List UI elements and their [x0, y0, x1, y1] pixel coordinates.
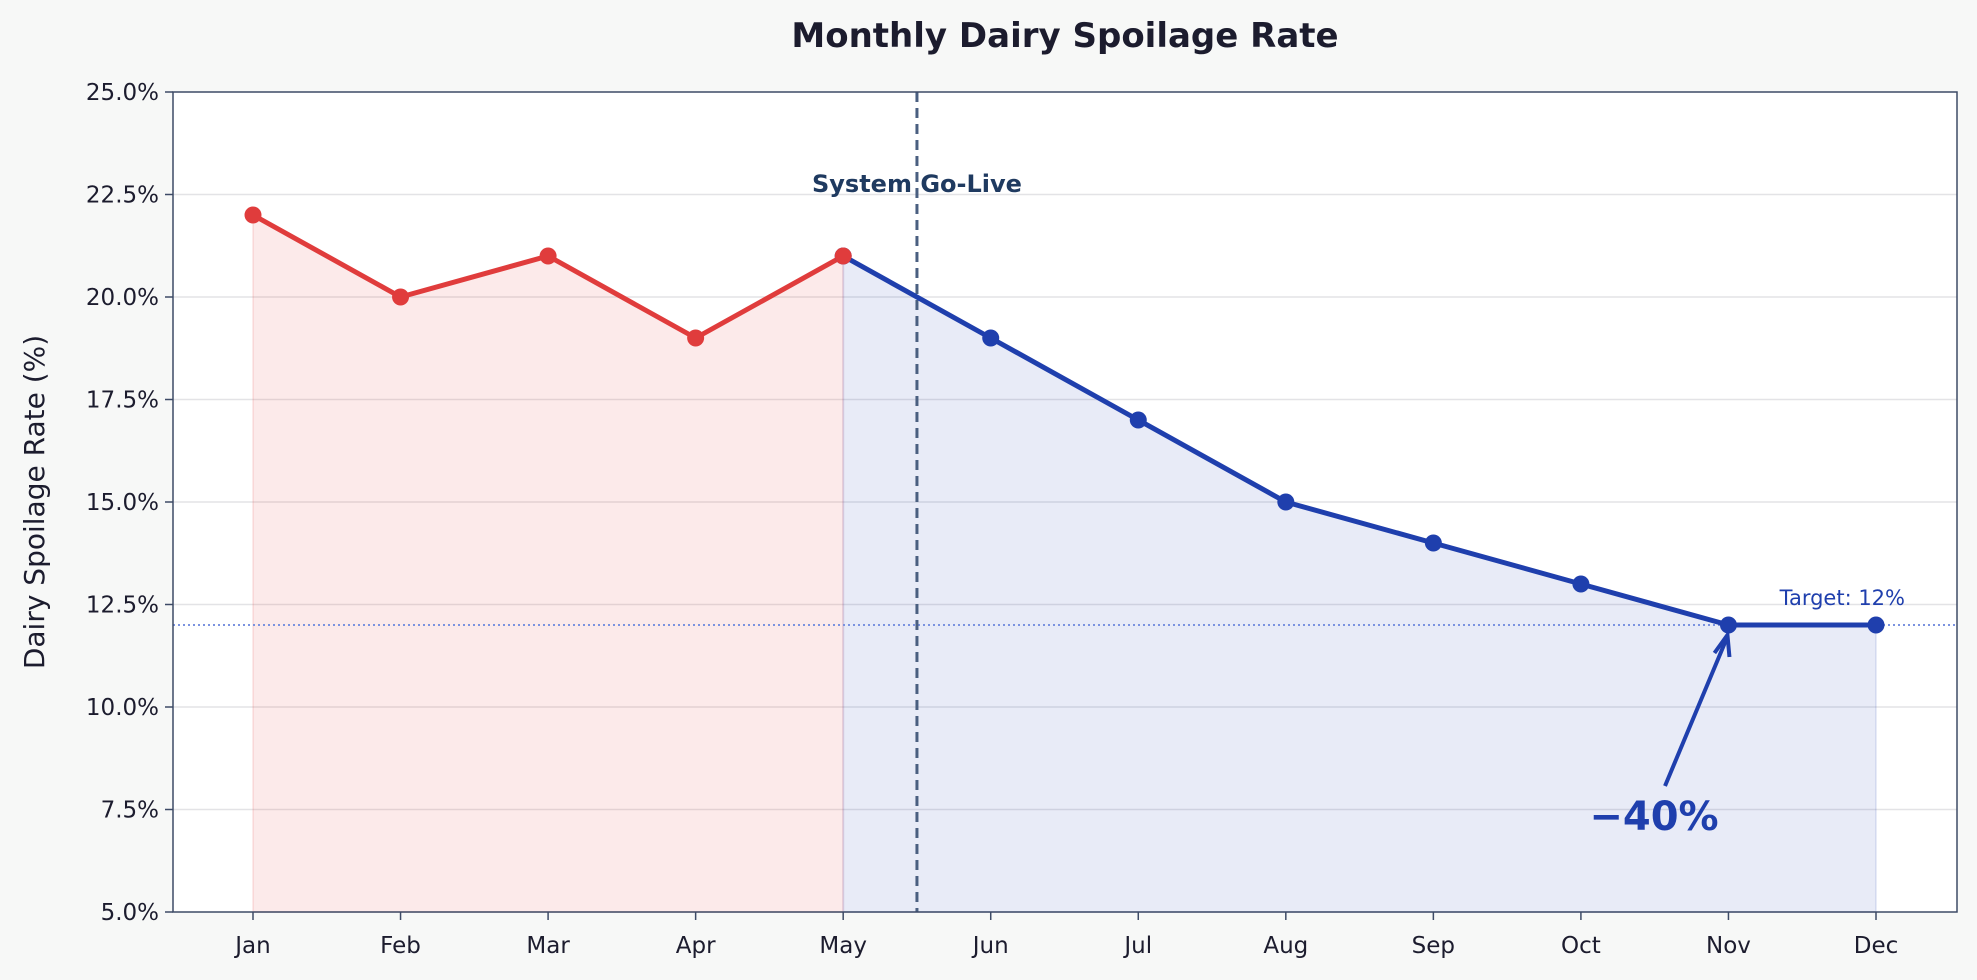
data-point-apr [687, 329, 705, 347]
data-point-jan [244, 206, 262, 224]
y-tick-label: 15.0% [86, 490, 159, 516]
y-tick-label: 7.5% [101, 798, 159, 824]
arrow-head [1712, 629, 1732, 658]
y-tick-label: 12.5% [86, 593, 159, 619]
y-axis-label: Dairy Spoilage Rate (%) [18, 335, 51, 669]
y-tick-label: 5.0% [101, 900, 159, 926]
y-tick-label: 22.5% [86, 183, 159, 209]
arrow-shaft [1663, 638, 1729, 787]
data-point-oct [1572, 575, 1590, 593]
data-point-mar [539, 247, 557, 265]
x-tick-label: Mar [526, 933, 570, 959]
x-tick-label: Nov [1706, 933, 1751, 959]
x-tick-label: Aug [1263, 933, 1308, 959]
change-arrow [1663, 629, 1732, 787]
target-annotation: Target: 12% [1779, 586, 1905, 610]
data-point-jul [1129, 411, 1147, 429]
data-point-nov [1719, 616, 1737, 634]
x-tick-label: Feb [380, 933, 421, 959]
data-point-aug [1277, 493, 1295, 511]
y-axis: 5.0% 7.5% 10.0% 12.5% 15.0% 17.5% 20.0% 22.5% 25… [86, 80, 173, 926]
x-tick-label: Oct [1561, 933, 1601, 959]
data-point-dec [1867, 616, 1885, 634]
data-point-sep [1424, 534, 1442, 552]
y-tick-label: 20.0% [86, 285, 159, 311]
x-axis: Jan Feb Mar Apr May Jun Jul Aug Sep Oct Nov Dec [233, 912, 1898, 959]
change-annotation: −40% [1589, 794, 1718, 840]
x-tick-label: Dec [1854, 933, 1899, 959]
x-tick-label: Jan [233, 933, 270, 959]
x-tick-label: May [819, 933, 867, 959]
x-tick-label: Sep [1412, 933, 1455, 959]
y-tick-label: 17.5% [86, 388, 159, 414]
x-tick-label: Jul [1122, 933, 1152, 959]
chart-title: Monthly Dairy Spoilage Rate [791, 16, 1338, 56]
x-tick-label: Jun [971, 933, 1009, 959]
area-fills [252, 213, 1877, 913]
area-fill-before [252, 213, 845, 913]
data-point-jun [982, 329, 1000, 347]
data-points [244, 206, 1885, 634]
golive-annotation: System Go-Live [812, 170, 1022, 198]
series-line-after [841, 253, 1876, 628]
x-tick-label: Apr [676, 933, 716, 959]
y-tick-label: 10.0% [86, 695, 159, 721]
data-point-may [834, 247, 852, 265]
data-point-feb [392, 288, 410, 306]
y-tick-label: 25.0% [86, 80, 159, 106]
gridlines [173, 193, 1957, 811]
